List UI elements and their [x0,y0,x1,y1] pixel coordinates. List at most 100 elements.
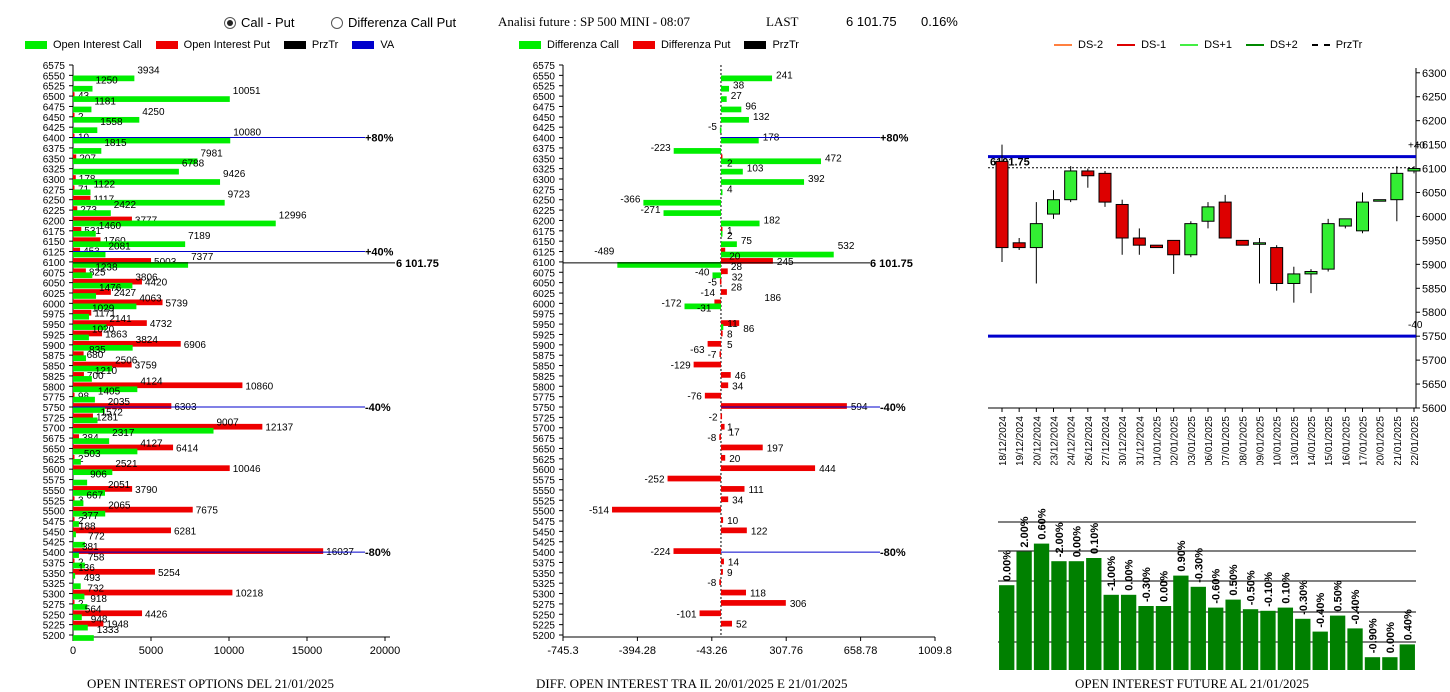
oi-bar [1295,618,1311,670]
call-bar [73,282,133,289]
put-bar [73,154,77,161]
call-bar [73,635,94,641]
y-tick-label: 5700 [43,424,66,435]
diff-put-bar [719,434,721,440]
diff-put-bar [704,392,721,399]
call-bar [73,251,106,258]
y-tick-label: 6375 [533,144,556,155]
call-label: 10051 [233,86,261,97]
diff-label: 2 [727,231,733,242]
y-tick-label: 6075 [43,268,66,279]
diff-call-bar [720,85,730,92]
y-tick-label: 6050 [533,279,556,290]
put-bar [73,506,193,513]
candle-down [1235,239,1249,246]
x-tick-label: 10000 [214,645,245,657]
radio-diff[interactable]: Differenza Call Put [331,15,456,30]
x-tick-label: 14/01/2025 [1307,416,1318,465]
x-tick-label: 27/12/2024 [1101,416,1112,465]
legend-label: Open Interest Put [183,39,270,51]
diff-label: 182 [764,215,781,226]
y-tick-label: 5350 [533,569,556,580]
x-tick-label: 10/01/2025 [1273,416,1284,465]
y-tick-label: 6300 [43,175,66,186]
y-tick-label: 6175 [43,227,66,238]
oi-bar [1120,594,1137,670]
y-tick-label: 6300 [1422,68,1446,80]
oi-bar-label: -0.90% [1367,618,1379,653]
y-tick-label: 5575 [43,476,66,487]
x-tick-label: -43.26 [696,645,727,657]
oi-bar [1155,606,1172,670]
put-bar [73,268,86,275]
call-label: 7981 [201,148,224,159]
legend-swatch [352,41,375,49]
oi-bar-label: -0.30% [1193,548,1205,583]
candle-up [1064,170,1078,201]
radio-call-put[interactable]: Call - Put [224,15,294,30]
x-tick-label: 21/01/2025 [1393,416,1404,465]
diff-call-bar [720,230,723,237]
diff-label: 11 [727,319,738,330]
y-tick-label: 6250 [43,196,66,207]
legend-item: DS+2 [1245,39,1298,51]
y-tick-label: 5425 [43,538,66,549]
put-bar [73,527,171,534]
put-bar [73,372,84,378]
call-bar [73,500,84,507]
diff-put-bar [720,413,723,420]
call-label: 2065 [108,501,131,512]
put-label: 5254 [158,568,181,579]
y-tick-label: 6225 [43,206,66,217]
oi-bar [1138,606,1154,670]
call-label: 377 [82,511,99,522]
diff-label: 34 [732,381,744,392]
oi-bar-label: 0.00% [1158,571,1170,602]
call-label: 2317 [112,428,135,439]
candle-up [1201,206,1215,222]
call-bar [73,562,85,569]
footer-oi-diff: DIFF. OPEN INTEREST TRA IL 20/01/2025 E … [536,676,848,691]
change-value: 0.16% [921,14,958,29]
legend-label: DS+2 [1269,39,1298,51]
diff-label: 306 [790,599,807,610]
y-tick-label: 6025 [43,289,66,300]
y-tick-label: 6350 [43,154,66,165]
oi-bar-label: -2.00% [1054,522,1066,557]
call-bar [73,417,98,424]
put-label: 6281 [174,526,197,537]
call-label: 3824 [136,335,159,346]
call-label: 948 [91,615,108,626]
call-label: 9723 [228,190,251,201]
y-tick-label: 5300 [533,590,556,601]
put-bar [73,423,263,430]
put-bar [73,133,75,140]
candle-down [1167,239,1181,256]
diff-put-bar [699,610,721,617]
oi-bar [1242,609,1259,670]
call-bar [73,572,76,579]
y-tick-label: 6250 [1422,92,1446,104]
x-tick-label: 15000 [292,645,323,657]
diff-label: -223 [651,143,671,154]
y-tick-label: 5950 [1422,235,1446,247]
call-label: 3934 [137,65,160,76]
put-label: 680 [87,350,104,361]
put-label: 6414 [176,443,199,454]
put-bar [73,589,233,596]
call-label: 2506 [115,356,138,367]
diff-label: -5 [708,122,717,133]
call-label: 1020 [92,324,115,335]
call-label: 667 [86,490,103,501]
diff-label: -14 [701,288,716,299]
radio-selected-icon [224,16,236,29]
oi-bar [1051,561,1067,670]
oi-bar [1399,644,1415,670]
diff-put-bar [720,258,773,264]
diff-label: -8 [707,578,716,589]
y-tick-label: 5625 [533,455,556,466]
diff-label: 28 [731,262,743,273]
put-bar [73,361,132,368]
put-bar [73,392,75,399]
y-tick-label: 5700 [1422,355,1446,367]
